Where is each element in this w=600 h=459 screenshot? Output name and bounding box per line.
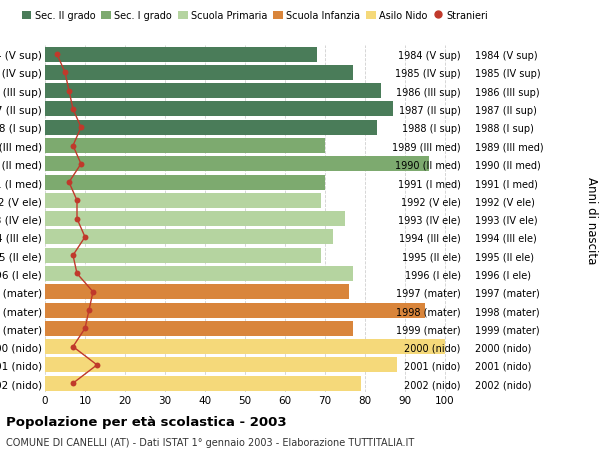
Bar xyxy=(45,376,361,391)
Point xyxy=(76,124,86,132)
Point xyxy=(76,161,86,168)
Bar xyxy=(45,84,381,99)
Point xyxy=(60,70,70,77)
Point xyxy=(84,307,94,314)
Bar xyxy=(45,212,345,227)
Point xyxy=(68,106,78,113)
Bar xyxy=(45,102,393,117)
Bar xyxy=(45,230,333,245)
Bar xyxy=(45,303,425,318)
Point xyxy=(92,361,102,369)
Text: COMUNE DI CANELLI (AT) - Dati ISTAT 1° gennaio 2003 - Elaborazione TUTTITALIA.IT: COMUNE DI CANELLI (AT) - Dati ISTAT 1° g… xyxy=(6,437,414,447)
Point xyxy=(64,179,74,186)
Bar xyxy=(45,321,353,336)
Bar xyxy=(45,139,325,154)
Point xyxy=(68,143,78,150)
Point xyxy=(68,252,78,259)
Text: Popolazione per età scolastica - 2003: Popolazione per età scolastica - 2003 xyxy=(6,415,287,428)
Point xyxy=(72,215,82,223)
Bar xyxy=(45,121,377,135)
Bar xyxy=(45,157,429,172)
Bar xyxy=(45,248,321,263)
Point xyxy=(52,51,62,59)
Bar xyxy=(45,48,317,62)
Bar xyxy=(45,66,353,81)
Bar xyxy=(45,285,349,300)
Legend: Sec. II grado, Sec. I grado, Scuola Primaria, Scuola Infanzia, Asilo Nido, Stran: Sec. II grado, Sec. I grado, Scuola Prim… xyxy=(22,11,488,21)
Bar xyxy=(45,358,397,373)
Point xyxy=(64,88,74,95)
Text: Anni di nascita: Anni di nascita xyxy=(584,177,598,264)
Bar xyxy=(45,339,445,354)
Point xyxy=(80,234,90,241)
Point xyxy=(72,197,82,205)
Bar xyxy=(45,266,353,281)
Point xyxy=(80,325,90,332)
Point xyxy=(68,343,78,351)
Bar xyxy=(45,193,321,208)
Point xyxy=(88,288,98,296)
Point xyxy=(68,380,78,387)
Bar xyxy=(45,175,325,190)
Point xyxy=(72,270,82,278)
